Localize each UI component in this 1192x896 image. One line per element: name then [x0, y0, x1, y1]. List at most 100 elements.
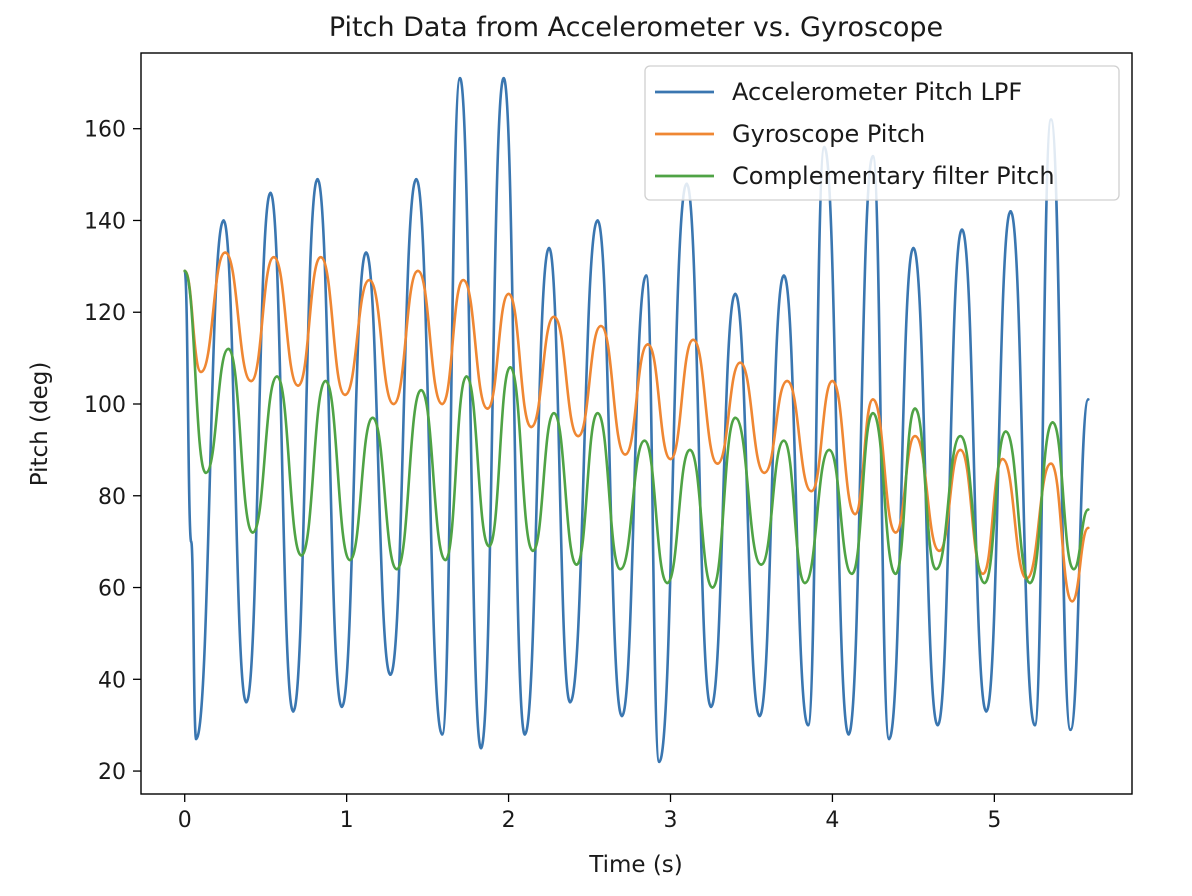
data-point — [440, 733, 444, 736]
data-point — [938, 549, 941, 553]
y-tick-label: 60 — [98, 577, 126, 602]
data-point — [340, 705, 344, 709]
data-point — [831, 379, 834, 383]
data-point — [644, 274, 648, 277]
data-point — [507, 292, 510, 296]
data-point — [1004, 430, 1007, 433]
x-tick-label: 0 — [178, 808, 192, 833]
y-tick-label: 120 — [84, 301, 126, 326]
data-point — [894, 572, 897, 576]
data-point — [1033, 723, 1037, 727]
data-point — [688, 448, 692, 452]
data-point — [416, 269, 420, 273]
data-point — [984, 710, 988, 713]
data-point — [646, 343, 650, 346]
data-point — [251, 531, 255, 534]
plot-frame — [140, 52, 1133, 795]
data-point — [1051, 421, 1054, 424]
data-point — [960, 228, 964, 231]
plot-area — [140, 52, 1133, 795]
data-point — [759, 563, 763, 566]
data-point — [1086, 526, 1090, 530]
data-point — [782, 439, 786, 443]
data-point — [458, 76, 462, 80]
data-point — [1049, 462, 1053, 465]
y-tick-label: 160 — [84, 118, 126, 143]
data-point — [194, 737, 198, 741]
data-point — [709, 705, 713, 709]
data-point — [716, 462, 719, 465]
data-point — [552, 315, 556, 319]
legend-label: Gyroscope Pitch — [732, 120, 925, 148]
data-point — [657, 760, 661, 764]
data-point — [244, 700, 248, 704]
x-tick-label: 1 — [340, 808, 354, 833]
data-point — [871, 411, 875, 415]
data-point — [395, 567, 399, 571]
data-point — [523, 733, 527, 736]
data-point — [1086, 508, 1090, 511]
data-point — [887, 737, 891, 741]
data-point — [269, 191, 272, 195]
legend: Accelerometer Pitch LPF Gyroscope Pitch Co… — [644, 65, 1120, 201]
data-point — [576, 434, 580, 438]
data-point — [348, 558, 352, 562]
data-point — [227, 347, 230, 351]
data-point — [665, 581, 669, 585]
data-point — [223, 251, 227, 254]
data-point — [913, 434, 917, 438]
data-point — [568, 700, 572, 704]
data-point — [691, 338, 695, 342]
data-point — [389, 673, 392, 677]
data-point — [189, 540, 193, 543]
data-point — [853, 512, 857, 516]
data-point — [806, 723, 810, 727]
data-point — [300, 554, 303, 557]
y-tick-label: 100 — [84, 393, 126, 418]
data-point — [319, 255, 323, 259]
data-point — [1001, 457, 1004, 461]
data-point — [711, 586, 714, 589]
x-tick-label: 4 — [825, 808, 839, 833]
data-point — [981, 572, 985, 576]
x-axis-label: Time (s) — [588, 852, 683, 878]
data-point — [324, 379, 327, 383]
data-point — [486, 407, 489, 410]
data-point — [465, 375, 468, 378]
data-point — [444, 558, 447, 562]
data-point — [785, 379, 789, 383]
data-point — [599, 324, 603, 328]
data-point — [827, 448, 831, 452]
data-point — [733, 292, 737, 296]
data-point — [983, 581, 986, 585]
data-point — [959, 434, 962, 438]
data-point — [669, 457, 672, 461]
data-point — [934, 567, 938, 571]
data-point — [364, 251, 368, 254]
x-axis: 0 1 2 3 4 5 — [178, 794, 1001, 833]
data-point — [738, 361, 742, 365]
data-point — [487, 544, 491, 548]
data-point — [620, 714, 624, 718]
legend-label: Complementary filter Pitch — [732, 162, 1055, 190]
data-point — [204, 471, 208, 475]
y-axis-label: Pitch (deg) — [27, 362, 53, 487]
data-point — [810, 489, 813, 493]
data-point — [461, 278, 465, 282]
y-tick-label: 80 — [98, 485, 126, 510]
data-point — [1086, 398, 1090, 401]
data-point — [575, 563, 578, 566]
data-point — [623, 453, 627, 456]
y-tick-label: 40 — [98, 668, 126, 693]
data-point — [275, 375, 279, 378]
data-point — [529, 425, 533, 429]
data-point — [1028, 581, 1032, 585]
data-point — [894, 531, 897, 534]
data-point — [758, 714, 761, 718]
data-point — [249, 379, 253, 383]
data-point — [596, 411, 599, 415]
data-point — [552, 411, 556, 415]
series-layer — [183, 76, 1090, 764]
y-axis: 20 40 60 80 100 120 140 160 — [84, 118, 141, 785]
